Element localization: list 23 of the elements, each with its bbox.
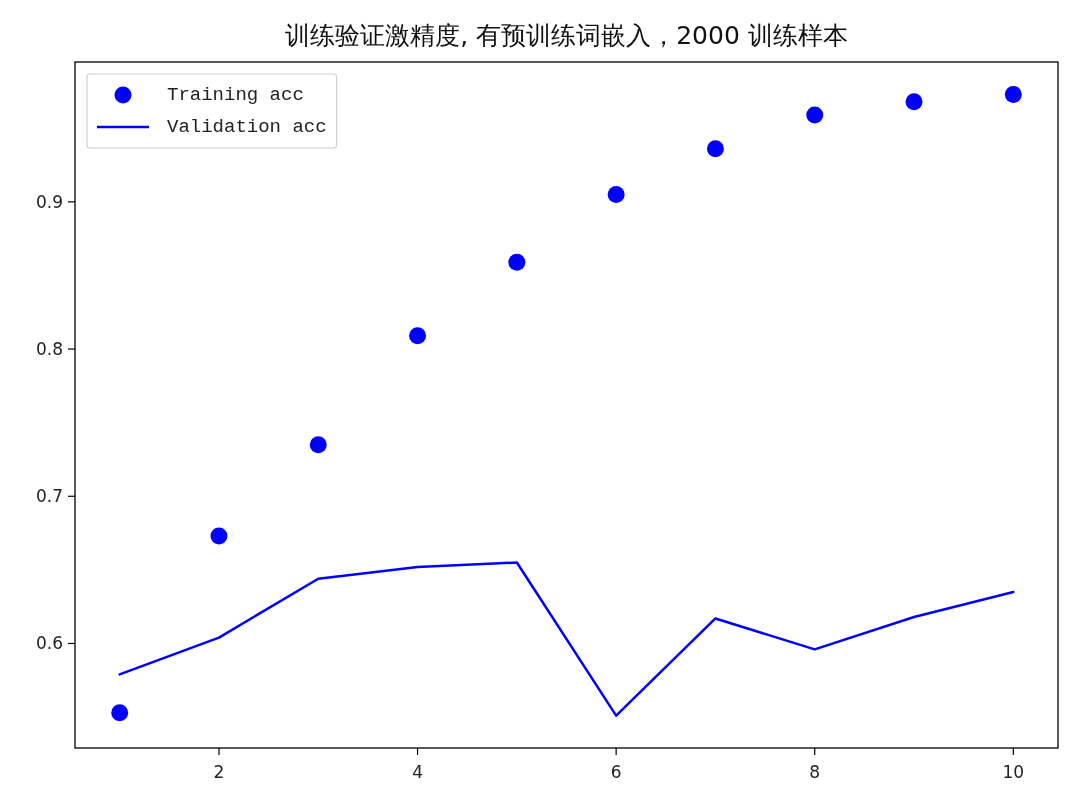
chart-title: 训练验证激精度, 有预训练词嵌入，2000 训练样本: [285, 21, 848, 50]
point: [309, 436, 327, 454]
x-tick-label: 8: [809, 762, 821, 782]
y-tick-label: 0.8: [35, 339, 63, 360]
x-tick-label: 10: [1002, 762, 1025, 782]
legend-label: Validation acc: [167, 116, 327, 138]
point: [706, 140, 724, 158]
point: [210, 527, 228, 545]
point: [409, 327, 427, 345]
point: [905, 93, 923, 111]
point: [607, 185, 625, 203]
x-tick-label: 4: [412, 762, 423, 782]
point: [111, 704, 129, 722]
legend-label: Training acc: [167, 84, 304, 106]
y-tick-label: 0.6: [35, 633, 63, 654]
point: [508, 253, 526, 271]
x-tick-label: 6: [610, 762, 622, 782]
y-tick-label: 0.7: [35, 486, 63, 507]
point: [806, 106, 824, 124]
line-series: [118, 561, 1015, 717]
x-tick-label: 2: [213, 762, 225, 782]
point: [1004, 85, 1022, 103]
y-tick-label: 0.9: [35, 191, 63, 212]
